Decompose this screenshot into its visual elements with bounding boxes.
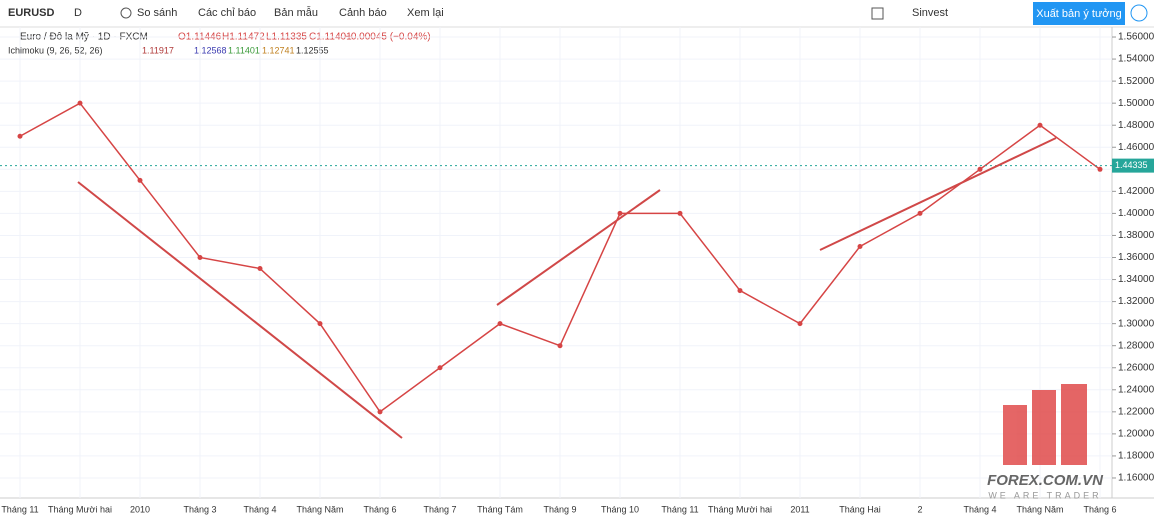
price-point bbox=[977, 166, 983, 172]
play-icon[interactable] bbox=[1130, 4, 1148, 22]
indicator-value: 1.12555 bbox=[296, 45, 329, 55]
x-tick-label: Tháng 10 bbox=[601, 504, 639, 514]
price-point bbox=[557, 343, 563, 349]
x-tick-label: Tháng 7 bbox=[423, 504, 456, 514]
x-tick-label: Tháng Mười hai bbox=[48, 504, 112, 514]
price-point bbox=[1097, 166, 1103, 172]
price-point bbox=[797, 321, 803, 327]
indicator-value: 1.11917 bbox=[142, 45, 174, 55]
price-point bbox=[437, 365, 443, 371]
price-point bbox=[497, 321, 503, 327]
price-point bbox=[257, 266, 263, 272]
price-point bbox=[377, 409, 383, 415]
price-point bbox=[77, 100, 83, 106]
y-tick-label: 1.26000 bbox=[1118, 362, 1154, 373]
templates[interactable]: Bản mẫu bbox=[274, 6, 318, 19]
x-tick-label: Tháng 3 bbox=[183, 504, 216, 514]
y-tick-label: 1.48000 bbox=[1118, 120, 1154, 131]
x-tick-label: Tháng 4 bbox=[243, 504, 276, 514]
compare-icon bbox=[120, 7, 132, 19]
y-tick-label: 1.18000 bbox=[1118, 451, 1154, 462]
trend-arrow bbox=[819, 137, 1057, 251]
trend-arrows bbox=[77, 137, 1057, 439]
price-point bbox=[917, 210, 923, 216]
interval[interactable]: D bbox=[74, 7, 82, 19]
y-tick-label: 1.24000 bbox=[1118, 384, 1154, 395]
indicator-value: 1.11401 bbox=[228, 45, 260, 55]
y-tick-label: 1.46000 bbox=[1118, 142, 1154, 153]
x-tick-label: Tháng 9 bbox=[543, 504, 576, 514]
price-point bbox=[137, 177, 143, 183]
compare[interactable]: So sánh bbox=[137, 7, 177, 19]
x-tick-label: Tháng 11 bbox=[661, 504, 698, 514]
y-tick-label: 1.50000 bbox=[1118, 98, 1154, 109]
indicator-value: 1.12568 bbox=[194, 45, 227, 55]
price-point bbox=[197, 255, 203, 260]
y-tick-label: 1.30000 bbox=[1118, 318, 1154, 329]
account[interactable]: Sinvest bbox=[912, 7, 948, 19]
y-tick-label: 1.22000 bbox=[1118, 406, 1154, 417]
price-point bbox=[737, 288, 743, 294]
y-tick-label: 1.40000 bbox=[1118, 208, 1154, 219]
x-tick-label: Tháng Tám bbox=[477, 504, 523, 514]
logo-bar bbox=[1032, 390, 1056, 465]
last-price-label: 1.44335 bbox=[1115, 160, 1148, 170]
y-tick-label: 1.38000 bbox=[1118, 230, 1154, 241]
y-tick-label: 1.32000 bbox=[1118, 296, 1154, 307]
publish-button[interactable] bbox=[1033, 2, 1125, 25]
x-tick-label: Tháng Mười hai bbox=[708, 504, 772, 514]
x-tick-label: Tháng Hai bbox=[839, 504, 881, 514]
x-tick-label: Tháng 6 bbox=[1083, 504, 1116, 514]
logo-bar bbox=[1003, 405, 1027, 465]
logo-bar bbox=[1061, 384, 1087, 465]
trend-arrow bbox=[77, 181, 403, 439]
y-tick-label: 1.56000 bbox=[1118, 32, 1154, 43]
watermark-logo bbox=[1003, 384, 1087, 465]
x-tick-label: Tháng Năm bbox=[1016, 504, 1063, 514]
y-tick-label: 1.54000 bbox=[1118, 54, 1154, 65]
y-tick-label: 1.28000 bbox=[1118, 340, 1154, 351]
alerts[interactable]: Cảnh báo bbox=[339, 7, 387, 19]
x-tick-label: 2011 bbox=[790, 504, 809, 514]
indicator-name: Ichimoku (9, 26, 52, 26) bbox=[8, 45, 103, 55]
x-tick-label: Tháng 6 bbox=[363, 504, 396, 514]
symbol[interactable]: EURUSD bbox=[8, 7, 55, 19]
y-tick-label: 1.42000 bbox=[1118, 186, 1154, 197]
watermark-slogan: WE ARE TRADER bbox=[988, 490, 1101, 500]
watermark-brand: FOREX.COM.VN bbox=[987, 472, 1104, 489]
price-point bbox=[677, 210, 683, 216]
toolbar bbox=[0, 0, 1154, 27]
price-point bbox=[857, 243, 863, 249]
x-tick-label: Tháng 4 bbox=[963, 504, 996, 514]
y-tick-label: 1.36000 bbox=[1118, 252, 1154, 263]
y-tick-label: 1.20000 bbox=[1118, 429, 1154, 440]
y-tick-label: 1.52000 bbox=[1118, 76, 1154, 87]
x-tick-label: 2 bbox=[917, 504, 922, 514]
last-price-tag bbox=[1112, 158, 1154, 173]
price-point bbox=[617, 210, 623, 216]
price-point bbox=[1037, 122, 1043, 128]
x-tick-label: 2010 bbox=[130, 504, 150, 514]
x-tick-label: Tháng 11 bbox=[1, 504, 38, 514]
y-tick-label: 1.34000 bbox=[1118, 274, 1154, 285]
trend-arrow bbox=[496, 189, 661, 306]
x-tick-label: Tháng Năm bbox=[296, 504, 343, 514]
y-tick-label: 1.16000 bbox=[1118, 473, 1154, 484]
price-point bbox=[317, 321, 323, 327]
indicators[interactable]: Các chỉ báo bbox=[198, 7, 256, 19]
publish[interactable]: Xuất bản ý tưởng bbox=[1036, 8, 1122, 20]
replay[interactable]: Xem lại bbox=[407, 7, 444, 19]
indicator-value: 1.12741 bbox=[262, 45, 295, 55]
fullscreen-box[interactable] bbox=[871, 7, 884, 20]
price-point bbox=[17, 133, 23, 139]
